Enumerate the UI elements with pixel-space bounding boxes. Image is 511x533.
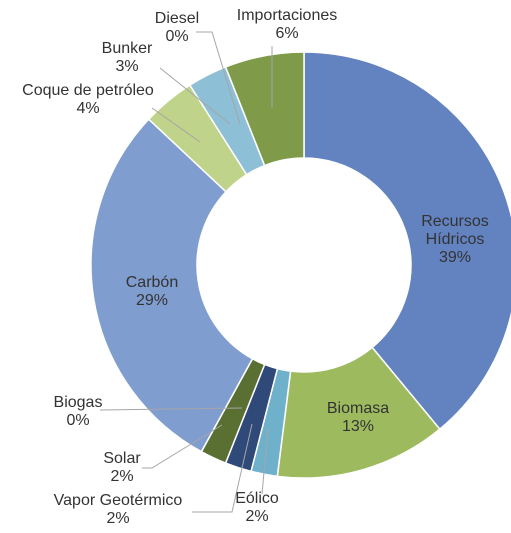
value-label: 39%: [438, 249, 472, 266]
data-label: Importaciones 6%: [212, 7, 362, 43]
value-label: 2%: [245, 508, 269, 525]
leader-line: [261, 427, 269, 495]
value-label: 6%: [275, 25, 299, 42]
leader-line: [151, 107, 201, 143]
leader-line: [196, 31, 241, 125]
leader-line: [142, 424, 223, 469]
value-label: 0%: [66, 412, 90, 429]
category-label: Bunker: [101, 40, 153, 57]
leader-line: [99, 407, 243, 411]
category-label: Importaciones: [236, 7, 338, 24]
leader-line: [159, 67, 231, 125]
category-label: Vapor Geotérmico: [53, 492, 183, 509]
leader-lines: [99, 31, 273, 513]
category-label: Carbón: [125, 274, 179, 291]
category-label: Eólico: [235, 490, 279, 507]
slice: [303, 51, 511, 431]
data-label: Diesel 0%: [142, 10, 212, 46]
category-label: Diesel: [154, 10, 200, 27]
data-label: Solar 2%: [92, 450, 152, 486]
leader-line: [192, 423, 253, 513]
data-label: Recursos Hídricos 39%: [410, 213, 500, 267]
category-label: Biomasa: [326, 400, 390, 417]
data-label: Eólico 2%: [217, 490, 297, 526]
data-label: Biogas 0%: [43, 394, 113, 430]
data-label: Coque de petróleo 4%: [3, 82, 173, 118]
data-label: Bunker 3%: [92, 40, 162, 76]
value-label: 0%: [165, 28, 189, 45]
value-label: 29%: [135, 292, 169, 309]
category-label: Biogas: [53, 394, 103, 411]
value-label: 13%: [341, 418, 375, 435]
slice: [90, 118, 254, 453]
value-label: 2%: [110, 468, 134, 485]
slice: [224, 51, 305, 167]
value-label: 3%: [115, 58, 139, 75]
slices: [90, 51, 511, 479]
category-label: Recursos Hídricos: [421, 213, 489, 248]
category-label: Solar: [103, 450, 141, 467]
data-label: Biomasa 13%: [303, 400, 413, 436]
value-label: 4%: [76, 100, 100, 117]
data-label: Carbón 29%: [112, 274, 192, 310]
category-label: Coque de petróleo: [22, 82, 154, 99]
value-label: 2%: [106, 510, 130, 527]
data-label: Vapor Geotérmico 2%: [28, 492, 208, 528]
